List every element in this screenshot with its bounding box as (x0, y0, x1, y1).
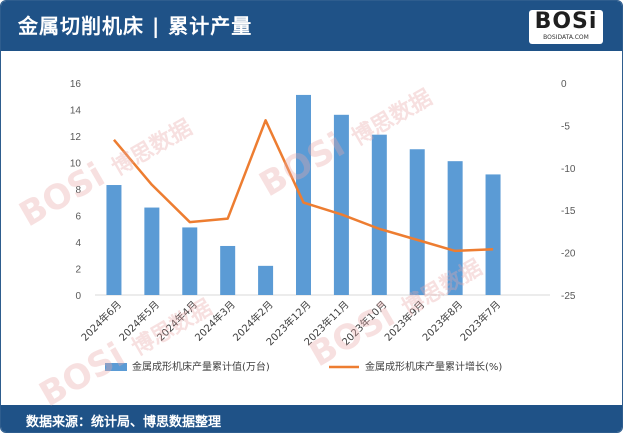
bar (371, 134, 387, 295)
legend-label-bar: 金属成形机床产量累计值(万台) (132, 360, 270, 373)
y-left-tick-label: 6 (75, 212, 81, 223)
bosi-logo: BOSi BOSIDATA.COM (529, 10, 603, 44)
x-tick-label: 2023年7月 (457, 298, 503, 344)
bar (182, 227, 198, 295)
y-left-tick-label: 8 (75, 185, 81, 196)
bar (258, 265, 274, 295)
footer-bar: 数据来源：统计局、博思数据整理 (1, 405, 622, 432)
y-left-tick-label: 4 (75, 238, 81, 249)
y-left-tick-label: 14 (70, 106, 82, 117)
header-bar: 金属切削机床 | 累计产量 BOSi BOSIDATA.COM (1, 1, 622, 51)
bar (409, 149, 425, 295)
y-right-tick-label: -10 (561, 164, 576, 175)
y-left-tick-label: 16 (70, 79, 82, 90)
logo-subtext: BOSIDATA.COM (543, 34, 589, 41)
y-right-tick-label: -25 (561, 291, 576, 302)
legend-label-line: 金属成形机床产量累计增长(%) (365, 360, 502, 373)
bar (296, 94, 311, 295)
y-right-tick-label: -20 (561, 249, 576, 260)
legend-swatch-bar (105, 363, 127, 371)
bar (333, 114, 349, 295)
bar (106, 185, 122, 295)
bar (220, 245, 236, 295)
growth-line (112, 119, 494, 253)
bar (144, 207, 160, 295)
page-title: 金属切削机床 | 累计产量 (18, 14, 253, 38)
y-left-tick-label: 2 (75, 265, 81, 276)
bar (447, 161, 463, 295)
y-left-tick-label: 0 (75, 291, 81, 302)
y-right-tick-label: 0 (561, 79, 567, 90)
y-left-tick-label: 10 (70, 159, 82, 170)
logo-text: BOSi (534, 9, 598, 34)
y-right-tick-label: -5 (561, 121, 570, 132)
y-left-tick-label: 12 (70, 132, 82, 143)
combo-chart: 0246810121416-25-20-15-10-502024年6月2024年… (70, 79, 576, 373)
bar (485, 174, 501, 295)
y-right-tick-label: -15 (561, 206, 576, 217)
plot-area: 0 2 4 6 8 10 12 14 16 -25 -20 -15 -10 -5 0 2024年6月 2024年… (1, 51, 622, 405)
data-source: 数据来源：统计局、博思数据整理 (26, 415, 222, 430)
